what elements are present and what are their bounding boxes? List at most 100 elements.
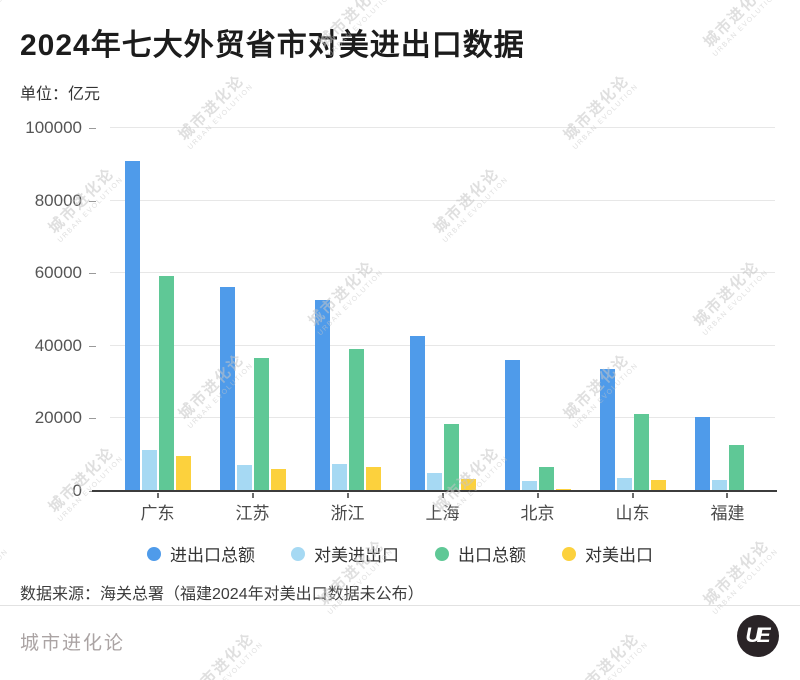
x-axis-label: 广东 <box>140 504 175 523</box>
watermark-text-cn: 城市进化论 <box>555 614 660 680</box>
bar <box>236 465 252 490</box>
gridline <box>110 272 775 274</box>
brand-logo-text: UE <box>745 624 770 647</box>
legend-dot-icon <box>147 546 161 561</box>
y-axis-tick <box>89 418 96 420</box>
bar <box>426 472 442 490</box>
y-axis-tick <box>89 273 96 275</box>
gridline <box>110 344 775 346</box>
x-axis-label: 上海 <box>425 504 460 523</box>
x-axis-label: 江苏 <box>235 504 270 523</box>
bar <box>270 469 286 490</box>
y-axis-tick <box>89 200 96 202</box>
gridline <box>110 199 775 201</box>
bar <box>711 479 727 490</box>
legend-dot-icon <box>435 546 449 561</box>
chart-title: 2024年七大外贸省市对美进出口数据 <box>20 29 525 62</box>
bar <box>314 299 330 490</box>
y-axis-tick <box>89 345 96 347</box>
legend-label: 进出口总额 <box>170 546 255 565</box>
bar <box>633 413 649 490</box>
y-axis-labels: 0 20000 40000 60000 80000 100000 <box>0 118 96 500</box>
legend-item: 对美进出口 <box>291 541 399 566</box>
y-axis-tick-label: 40000 <box>34 335 82 355</box>
bar <box>124 160 140 490</box>
bar-group-1 <box>110 128 205 490</box>
bar <box>538 467 554 490</box>
unit-label: 单位：亿元 <box>20 86 101 103</box>
legend-label: 对美进出口 <box>314 546 399 565</box>
brand-name: 城市进化论 <box>20 633 126 654</box>
bar-groups <box>110 128 775 490</box>
y-axis-tick-label: 60000 <box>34 263 82 283</box>
bar-group-7 <box>680 128 775 490</box>
watermark-text-cn: 城市进化论 <box>300 521 405 626</box>
y-axis-tick-label: 20000 <box>34 408 82 428</box>
x-axis-line <box>92 490 777 492</box>
legend-label: 出口总额 <box>458 546 526 565</box>
gridline <box>110 417 775 419</box>
legend-label: 对美出口 <box>585 546 653 565</box>
watermark-text-cn: 城市进化论 <box>685 521 790 626</box>
watermark-text-en: URBAN EVOLUTION <box>182 627 280 680</box>
y-axis-tick <box>89 128 96 129</box>
bar <box>141 450 157 490</box>
watermark-text-cn: 城市进化论 <box>0 521 19 626</box>
bar <box>365 467 381 490</box>
legend-item: 出口总额 <box>435 541 526 566</box>
x-axis-label: 福建 <box>710 504 745 523</box>
legend: 进出口总额 对美进出口 出口总额 对美出口 <box>0 541 800 566</box>
bar <box>253 357 269 490</box>
x-axis-tick <box>536 493 539 498</box>
x-axis-tick <box>156 493 159 498</box>
brand-logo-icon: UE <box>737 615 779 657</box>
bar <box>219 287 235 490</box>
footer-divider <box>0 605 800 606</box>
bar <box>460 479 476 490</box>
bar <box>348 348 364 490</box>
bar <box>331 464 347 490</box>
legend-dot-icon <box>562 546 576 561</box>
x-axis-label: 山东 <box>615 504 650 523</box>
legend-dot-icon <box>291 546 305 561</box>
bar <box>555 488 571 490</box>
bar-group-4 <box>395 128 490 490</box>
bar-group-6 <box>585 128 680 490</box>
bar-group-5 <box>490 128 585 490</box>
y-axis-tick-label: 0 <box>72 481 82 500</box>
y-axis-tick-label: 80000 <box>34 190 82 210</box>
bar <box>409 336 425 490</box>
bar <box>175 455 191 490</box>
bar <box>521 480 537 490</box>
x-axis-tick <box>251 493 254 498</box>
bar <box>158 276 174 490</box>
data-source-note: 数据来源：海关总署（福建2024年对美出口数据未公布） <box>20 586 424 603</box>
watermark-text-en: URBAN EVOLUTION <box>567 627 665 680</box>
bar <box>616 478 632 490</box>
bar <box>728 444 744 490</box>
bar <box>443 424 459 490</box>
watermark-text-cn: 城市进化论 <box>170 614 275 680</box>
legend-item: 进出口总额 <box>147 541 255 566</box>
bar <box>504 359 520 490</box>
watermark-text-cn: 城市进化论 <box>0 0 3 51</box>
y-axis-tick-label: 100000 <box>25 118 82 137</box>
x-axis-labels: 广东 江苏 浙江 上海 北京 山东 福建 <box>110 499 775 524</box>
x-axis-label: 浙江 <box>330 504 365 523</box>
bar-group-3 <box>300 128 395 490</box>
x-axis-label: 北京 <box>520 504 555 523</box>
legend-item: 对美出口 <box>562 541 653 566</box>
x-axis-tick <box>441 493 444 498</box>
x-axis-tick <box>726 493 729 498</box>
plot-area <box>92 127 777 498</box>
bar <box>694 416 710 490</box>
bar <box>599 368 615 490</box>
bar-group-2 <box>205 128 300 490</box>
x-axis-tick <box>346 493 349 498</box>
